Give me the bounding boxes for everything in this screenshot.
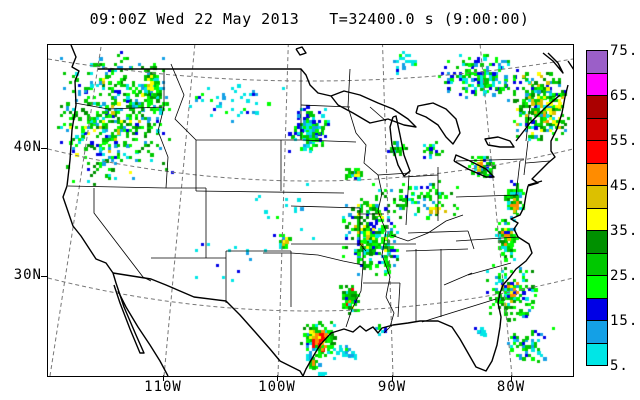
colorbar-cell <box>586 50 608 74</box>
map-plot-area <box>47 44 574 377</box>
state-borders <box>67 63 551 334</box>
colorbar-cell <box>586 297 608 321</box>
lake-ontario <box>484 136 515 148</box>
st-lawrence-river <box>515 94 561 142</box>
colorbar-cell <box>586 140 608 164</box>
maritime-coast-2 <box>567 60 573 70</box>
colorbar <box>586 50 608 366</box>
lat-axis-label: 40N <box>13 139 42 155</box>
maritime-coast <box>542 52 564 74</box>
colorbar-cell <box>586 320 608 344</box>
grid-line <box>382 45 394 376</box>
lon-axis-label: 90W <box>377 379 407 395</box>
grid-line <box>48 58 573 82</box>
lat-axis-tick <box>41 148 47 149</box>
colorbar-cell <box>586 162 608 186</box>
lake-erie <box>453 154 495 178</box>
us-mexico-border <box>112 272 304 376</box>
lon-axis-label: 80W <box>496 379 526 395</box>
us-coastline <box>62 45 573 376</box>
grid-line <box>277 45 289 376</box>
colorbar-cell <box>586 252 608 276</box>
colorbar-tick-label: 55. <box>610 133 639 149</box>
colorbar-tick-label: 65. <box>610 88 639 104</box>
mexico-west-coast <box>117 290 169 376</box>
colorbar-tick-label: 15. <box>610 313 639 329</box>
lake-huron <box>415 102 461 145</box>
title-timestamp: 09:00Z Wed 22 May 2013 <box>89 10 300 28</box>
colorbar-cell <box>586 275 608 299</box>
lon-axis-tick <box>277 375 278 381</box>
long-island <box>527 180 543 186</box>
lake-superior <box>330 90 417 128</box>
colorbar-cell <box>586 95 608 119</box>
colorbar-tick-label: 75. <box>610 43 639 59</box>
lat-axis-label: 30N <box>13 267 42 283</box>
colorbar-tick-label: 5. <box>610 358 629 374</box>
canada-lake <box>295 46 307 56</box>
colorbar-cell <box>586 185 608 209</box>
lat-axis-tick <box>41 276 47 277</box>
grid-line <box>48 148 573 182</box>
map-overlay <box>48 45 573 376</box>
colorbar-cell <box>586 117 608 141</box>
title-model-time: T=32400.0 s (9:00:00) <box>329 10 530 28</box>
gulf-atlantic-coast <box>302 84 569 376</box>
colorbar-tick-label: 25. <box>610 268 639 284</box>
us-canada-border <box>98 68 332 97</box>
colorbar-tick-label: 45. <box>610 178 639 194</box>
colorbar-tick-label: 35. <box>610 223 639 239</box>
radar-precipitation-canvas <box>48 45 573 376</box>
grid-line <box>163 45 196 376</box>
lon-axis-tick <box>392 375 393 381</box>
latlon-grid <box>48 45 573 376</box>
colorbar-cell <box>586 342 608 366</box>
lon-axis-label: 110W <box>144 379 182 395</box>
lon-axis-label: 100W <box>258 379 296 395</box>
plot-title: 09:00Z Wed 22 May 2013 T=32400.0 s (9:00… <box>47 10 572 28</box>
colorbar-cell <box>586 72 608 96</box>
colorbar-cell <box>586 207 608 231</box>
grid-line <box>48 277 573 312</box>
lon-axis-tick <box>163 375 164 381</box>
lon-axis-tick <box>511 375 512 381</box>
grid-line <box>479 45 513 376</box>
colorbar-cell <box>586 230 608 254</box>
